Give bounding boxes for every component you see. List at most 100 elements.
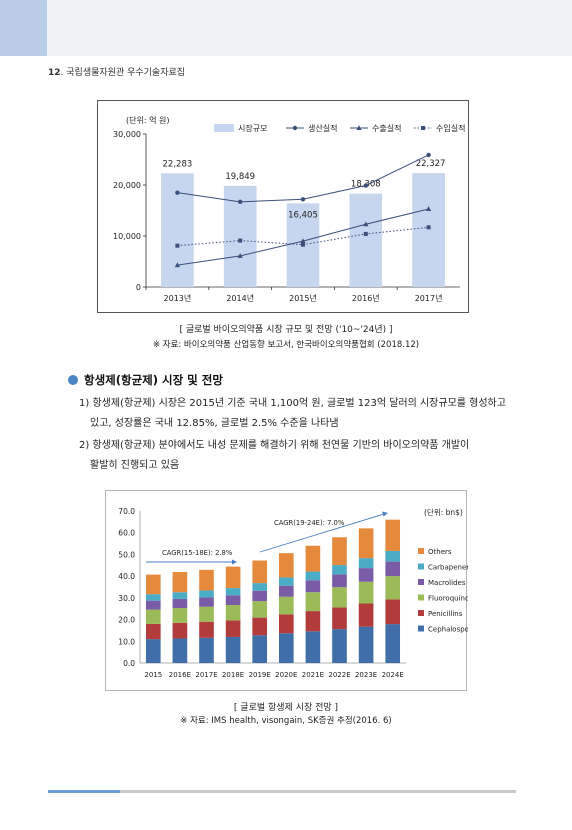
chart1-point <box>174 262 180 268</box>
chart1-caption: [ 글로벌 바이오의약품 시장 규모 및 전망 ('10~'24년) ] <box>179 325 393 335</box>
chart2-legend-label: Carbapenems <box>428 564 468 572</box>
chart2-legend-swatch <box>418 563 424 570</box>
chart2-bar-segment <box>172 608 188 623</box>
chart2-y-tick-label: 60.0 <box>118 529 135 538</box>
chart2-bar-segment <box>278 577 294 586</box>
chart1-point <box>175 243 180 248</box>
chart2-bar-segment <box>172 638 188 663</box>
chart1-point <box>237 253 243 258</box>
chart1-line-1 <box>177 154 429 203</box>
chart1-legend-label: 수입실적 <box>436 123 465 133</box>
page-top-band <box>0 0 572 56</box>
chart1-unit-label: (단위: 억 원) <box>126 115 169 125</box>
chart2-bar-segment <box>225 605 241 621</box>
chart2-x-tick-label: 2021E <box>302 671 324 679</box>
chart2-bar-segment <box>199 569 214 591</box>
bullet-icon <box>68 375 78 385</box>
chart1-bar-label: 22,327 <box>416 159 446 169</box>
chart2-x-tick-label: 2015 <box>144 671 162 679</box>
paragraph-2-line-1: 2) 항생제(항균제) 분야에서도 내성 문제를 해결하기 위해 천연물 기반의… <box>79 440 470 451</box>
chart1-y-tick-label: 0 <box>136 283 141 292</box>
section-title: 항생제(항균제) 시장 및 전망 <box>84 373 223 387</box>
chart2-bar-segment <box>305 580 321 593</box>
chart2-bar-segment <box>252 617 268 636</box>
paragraph-1-line-1: 1) 항생제(항균제) 시장은 2015년 기준 국내 1,100억 원, 글로… <box>79 398 506 409</box>
chart2-bar-segment <box>305 545 321 572</box>
chart2-bar-segment <box>358 528 374 559</box>
chart2-legend-label: Macrolides <box>428 579 466 587</box>
chart1-point <box>363 183 368 188</box>
chart2-unit-label: (단위: bn$) <box>424 507 463 517</box>
chart2-y-tick-label: 0.0 <box>123 659 135 668</box>
chart1-legend-marker <box>356 125 362 130</box>
chart2-x-tick-label: 2022E <box>328 671 350 679</box>
chart1-bar <box>412 173 445 287</box>
paragraph-2-line-2: 활발히 진행되고 있음 <box>90 460 180 471</box>
chart1-point <box>426 152 431 158</box>
chart1-point <box>175 190 180 195</box>
chart2-bar-segment <box>172 598 188 609</box>
chart1-point <box>363 231 368 236</box>
chart2-bar-segment <box>332 607 347 630</box>
chart2-x-tick-label: 2020E <box>275 671 297 679</box>
chart2-x-tick-label: 2019E <box>249 671 271 679</box>
chart2-bar-segment <box>278 614 294 634</box>
chart2-y-tick-label: 30.0 <box>118 594 135 603</box>
chart2-bar-segment <box>252 590 268 602</box>
chart1-y-tick-label: 20,000 <box>113 181 141 190</box>
chart2-annotation-arrowhead <box>232 559 237 565</box>
chart1-bar-label: 22,283 <box>163 159 193 169</box>
chart2-bar-segment <box>145 600 161 610</box>
chart1-bar-label: 16,405 <box>288 210 318 220</box>
chart2-bar-segment <box>225 566 241 589</box>
chart2-bar-segment <box>332 629 347 663</box>
chart2-bar-segment <box>252 583 268 591</box>
chart2-bar-segment <box>305 611 321 632</box>
chart2-bar-segment <box>225 636 241 663</box>
chart1-point <box>426 225 431 230</box>
chart1-legend-marker <box>292 125 298 131</box>
antibiotic-market-chart: (단위: bn$) 0.0 10.0 20.0 30.0 40.0 50.0 60.0 70.0… <box>105 490 488 691</box>
chart2-bar-segment <box>199 590 214 598</box>
chart1-bar <box>349 193 383 287</box>
paragraph-1: 1) 항생제(항균제) 시장은 2015년 기준 국내 1,100억 원, 글로… <box>79 394 519 434</box>
chart2-bar-segment <box>358 626 374 663</box>
chart2-bar-segment <box>172 572 188 593</box>
chart1-x-tick-label: 2014년 <box>226 293 254 303</box>
chart2-bar-segment <box>332 565 347 575</box>
chart2-bar-segment <box>252 601 268 618</box>
chart2-bar-segment <box>145 639 161 663</box>
chart2-bar-segment <box>385 624 401 663</box>
chart2-bar-segment <box>172 622 188 639</box>
chart2-x-tick-label: 2023E <box>355 671 377 679</box>
chart2-bar-segment <box>278 585 294 597</box>
chart2-bar-segment <box>278 596 294 615</box>
chart2-y-tick-label: 70.0 <box>118 507 135 516</box>
chart2-bar-segment <box>385 550 401 562</box>
chart2-legend-swatch <box>418 610 424 616</box>
chart2-bar-segment <box>278 633 294 663</box>
chart2-bar-segment <box>145 574 161 595</box>
chart1-x-tick-label: 2016년 <box>352 293 380 303</box>
chart2-bar-segment <box>305 631 321 663</box>
chart2-bar-segment <box>172 592 188 599</box>
chart2-bar-segment <box>252 635 268 663</box>
chart2-bar-segment <box>305 571 321 581</box>
chart1-y-tick-label: 10,000 <box>113 232 141 241</box>
chart1-point <box>238 199 243 205</box>
chart1-x-tick-label: 2013년 <box>164 293 192 303</box>
page-number: 12 <box>48 68 61 78</box>
chart1-legend-label: 시장규모 <box>238 123 267 133</box>
running-header: 12. 국립생물자원관 우수기술자료집 <box>48 68 186 78</box>
chart2-bar-segment <box>358 603 374 627</box>
chart2-bar-segment <box>145 594 161 601</box>
chart1-legend-label: 생산실적 <box>308 123 337 133</box>
footer-accent-bar <box>48 790 120 793</box>
chart2-bar-segment <box>358 558 374 569</box>
chart2-bar-segment <box>225 620 241 637</box>
chart2-bar-segment <box>145 609 161 624</box>
chart2-bar-segment <box>305 592 321 612</box>
chart2-y-tick-label: 40.0 <box>118 572 135 581</box>
chart2-caption: [ 글로벌 항생제 시장 전망 ] <box>233 703 339 713</box>
chart2-bar-segment <box>225 588 241 596</box>
